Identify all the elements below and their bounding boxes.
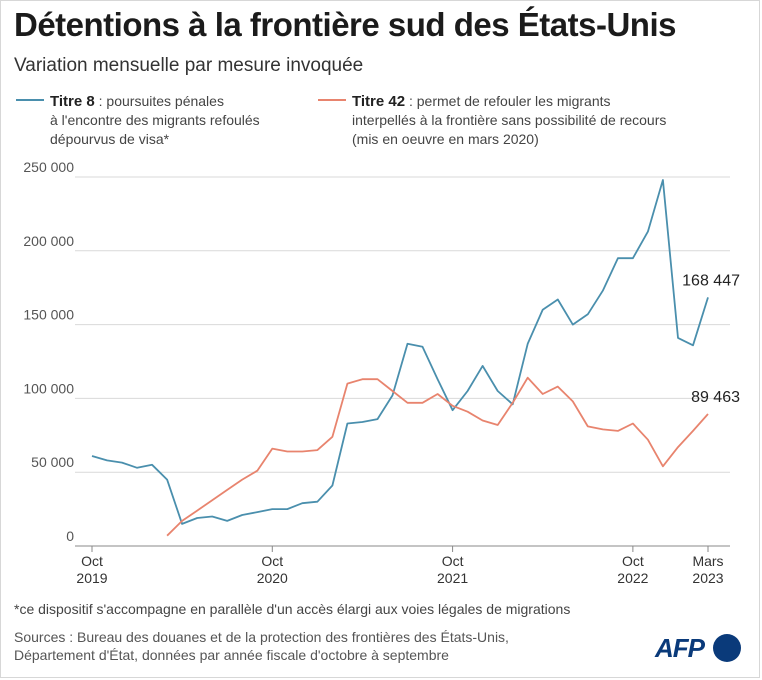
legend-desc-line: permet de refouler les migrants	[416, 93, 611, 109]
footnote: *ce dispositif s'accompagne en parallèle…	[14, 601, 571, 617]
x-tick-label: 2022	[617, 570, 648, 586]
legend-swatch-titre-8	[16, 99, 44, 102]
y-tick-label: 50 000	[31, 454, 74, 470]
sources-line: Département d'État, données par année fi…	[14, 647, 449, 663]
legend-desc-line: (mis en oeuvre en mars 2020)	[352, 131, 539, 147]
sources: Sources : Bureau des douanes et de la pr…	[14, 628, 509, 664]
legend-desc-line: dépourvus de visa*	[50, 131, 170, 147]
x-tick-label: Oct	[442, 553, 464, 569]
afp-logo-dot	[713, 634, 741, 662]
x-tick-label: Oct	[81, 553, 103, 569]
chart-title: Détentions à la frontière sud des États-…	[14, 6, 676, 43]
sources-line: Sources : Bureau des douanes et de la pr…	[14, 629, 509, 645]
afp-logo: AFP	[655, 632, 745, 668]
x-tick-label: 2023	[692, 570, 723, 586]
legend-item-titre-8: Titre 8 : poursuites pénales à l'encontr…	[16, 92, 316, 149]
x-tick-label: Oct	[622, 553, 644, 569]
y-axis: 0 50 000 100 000 150 000 200 000 250 000	[23, 160, 74, 544]
legend-swatch-titre-42	[318, 99, 346, 102]
series-end-label: 168 447	[682, 272, 740, 289]
y-tick-label: 100 000	[23, 380, 74, 396]
end-labels: 168 447 89 463	[682, 272, 740, 406]
grid	[75, 176, 730, 547]
legend-item-titre-42: Titre 42 : permet de refouler les migran…	[318, 92, 738, 149]
y-tick-label: 150 000	[23, 307, 74, 323]
legend-desc-line: poursuites pénales	[106, 93, 224, 109]
series-lines	[91, 179, 709, 537]
afp-logo-text: AFP	[655, 633, 705, 663]
legend-desc-line: interpellés à la frontière sans possibil…	[352, 112, 667, 128]
x-tick-label: 2020	[257, 570, 288, 586]
x-tick-label: 2019	[76, 570, 107, 586]
x-tick-label: Mars	[692, 553, 723, 569]
legend-separator: :	[94, 93, 107, 109]
series-end-label: 89 463	[691, 389, 740, 406]
legend-name: Titre 8	[50, 93, 95, 110]
legend-separator: :	[405, 93, 417, 109]
chart-subtitle: Variation mensuelle par mesure invoquée	[14, 55, 364, 76]
legend-name: Titre 42	[352, 93, 406, 110]
legend-desc-line: à l'encontre des migrants refoulés	[50, 112, 260, 128]
y-tick-label: 250 000	[23, 160, 74, 175]
series-line-titre-8	[91, 179, 709, 525]
series-line-titre-42	[166, 376, 709, 537]
y-tick-label: 0	[66, 528, 74, 544]
x-tick-label: Oct	[261, 553, 283, 569]
y-tick-label: 200 000	[23, 233, 74, 249]
x-tick-label: 2021	[437, 570, 468, 586]
